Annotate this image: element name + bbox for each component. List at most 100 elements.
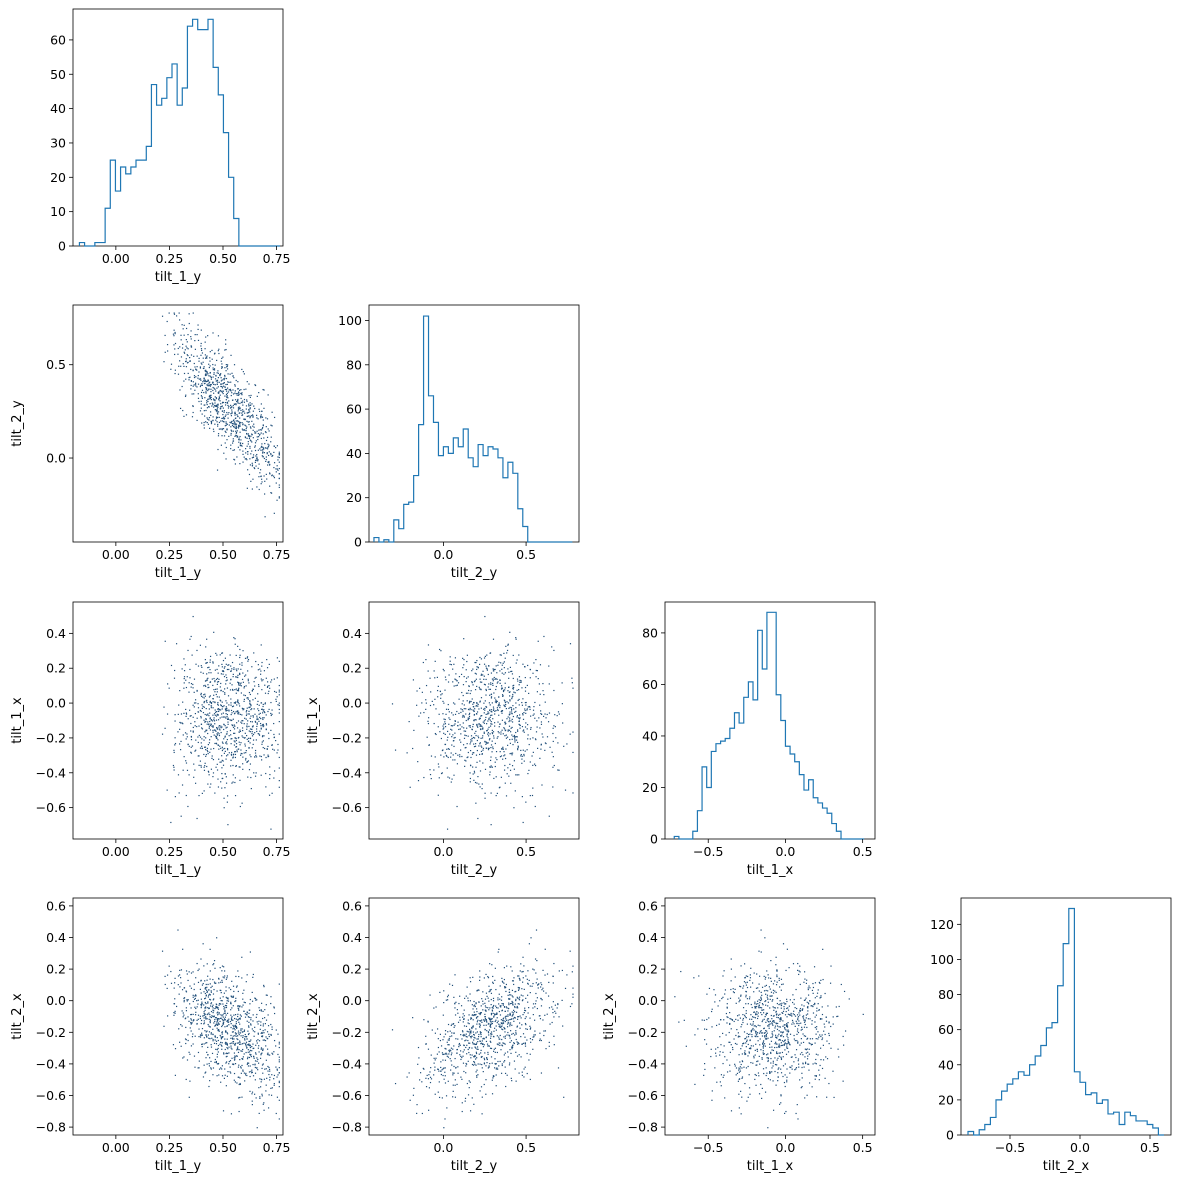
scatter-tilt-2-x-vs-tilt-1-y-point	[189, 1053, 191, 1055]
scatter-tilt-1-x-vs-tilt-2-y-point	[475, 713, 478, 715]
scatter-tilt-2-y-vs-tilt-1-y-point	[255, 458, 258, 460]
scatter-tilt-2-x-vs-tilt-1-y-point	[236, 1049, 238, 1051]
scatter-tilt-2-x-vs-tilt-1-y-point	[218, 1030, 220, 1032]
scatter-tilt-2-x-vs-tilt-1-y-point	[232, 995, 235, 997]
scatter-tilt-2-y-vs-tilt-1-y-point	[268, 430, 270, 432]
scatter-tilt-1-x-vs-tilt-2-y-point	[496, 737, 498, 739]
scatter-tilt-2-x-vs-tilt-1-y-point	[257, 1047, 259, 1049]
scatter-tilt-2-x-vs-tilt-2-y-point	[502, 1017, 505, 1019]
scatter-tilt-1-x-vs-tilt-2-y-point	[552, 756, 554, 758]
scatter-tilt-1-x-vs-tilt-1-y-point	[225, 683, 227, 685]
scatter-tilt-1-x-vs-tilt-2-y-point	[499, 705, 501, 707]
scatter-tilt-1-x-vs-tilt-1-y-point	[234, 781, 236, 784]
scatter-tilt-2-x-vs-tilt-2-y-point	[481, 1019, 483, 1021]
scatter-tilt-2-y-vs-tilt-1-y-point	[261, 428, 263, 430]
scatter-tilt-2-x-vs-tilt-1-y-point	[265, 1045, 267, 1047]
scatter-tilt-2-y-vs-tilt-1-y-point	[269, 473, 271, 475]
scatter-tilt-1-x-vs-tilt-1-y-point	[203, 706, 205, 708]
hist-tilt-1-x-bin	[734, 713, 739, 839]
scatter-tilt-2-y-vs-tilt-1-y-point	[208, 363, 210, 365]
hist-tilt-1-x-ytick-label: 60	[642, 677, 658, 692]
scatter-tilt-1-x-vs-tilt-2-y-point	[535, 676, 537, 678]
scatter-tilt-2-y-vs-tilt-1-y-point	[200, 379, 202, 381]
scatter-tilt-2-x-vs-tilt-1-y-point	[226, 1020, 228, 1022]
scatter-tilt-1-x-vs-tilt-1-y-point	[206, 661, 208, 664]
scatter-tilt-2-x-vs-tilt-1-y-point	[205, 994, 207, 996]
scatter-tilt-2-x-vs-tilt-1-y-point	[216, 1006, 218, 1008]
scatter-tilt-2-x-vs-tilt-1-y-point	[264, 1009, 266, 1011]
scatter-tilt-2-x-vs-tilt-1-y-point	[252, 1043, 254, 1045]
scatter-tilt-1-x-vs-tilt-1-y-point	[243, 685, 246, 688]
hist-tilt-2-y-bin	[424, 316, 429, 542]
scatter-tilt-2-y-vs-tilt-1-y-point	[264, 431, 267, 433]
scatter-tilt-1-x-vs-tilt-2-y-point	[532, 672, 534, 674]
scatter-tilt-1-x-vs-tilt-1-y-point	[256, 703, 258, 705]
scatter-tilt-1-x-vs-tilt-1-y-point	[225, 717, 227, 719]
scatter-tilt-1-x-vs-tilt-2-y-point	[484, 684, 486, 686]
scatter-tilt-1-x-vs-tilt-2-y-point	[452, 702, 455, 704]
scatter-tilt-2-x-vs-tilt-2-y-point	[439, 1033, 441, 1035]
scatter-tilt-2-x-vs-tilt-1-y-point	[232, 1063, 235, 1066]
scatter-tilt-2-x-vs-tilt-1-y-point	[226, 1033, 229, 1035]
scatter-tilt-1-x-vs-tilt-2-y-point	[514, 692, 516, 694]
scatter-tilt-1-x-vs-tilt-1-y-point	[179, 721, 181, 724]
scatter-tilt-2-x-vs-tilt-2-y-point	[493, 1015, 495, 1017]
scatter-tilt-1-x-vs-tilt-1-y-point	[262, 705, 264, 708]
scatter-tilt-2-x-vs-tilt-2-y-point	[499, 1005, 501, 1007]
scatter-tilt-2-x-vs-tilt-1-y-point	[223, 1053, 225, 1055]
scatter-tilt-1-x-vs-tilt-2-y-point	[447, 756, 449, 759]
scatter-tilt-2-x-vs-tilt-1-y-point	[217, 1019, 219, 1021]
scatter-tilt-2-x-vs-tilt-1-y-point	[189, 1080, 191, 1082]
scatter-tilt-2-y-vs-tilt-1-y-point	[190, 354, 193, 356]
scatter-tilt-2-y-vs-tilt-1-y-point	[204, 341, 206, 343]
scatter-tilt-1-x-vs-tilt-1-y-point	[192, 615, 194, 618]
scatter-tilt-1-x-vs-tilt-1-y-point	[260, 644, 262, 646]
scatter-tilt-2-x-vs-tilt-2-y-point	[489, 1062, 491, 1065]
scatter-tilt-1-x-vs-tilt-1-y-point	[222, 760, 224, 762]
scatter-tilt-2-y-vs-tilt-1-y-point	[235, 404, 237, 406]
hist-tilt-1-y-ytick-label: 40	[50, 101, 66, 116]
scatter-tilt-2-x-vs-tilt-1-y-point	[209, 978, 211, 980]
scatter-tilt-1-x-vs-tilt-1-y-point	[200, 710, 202, 712]
scatter-tilt-1-x-vs-tilt-1-y-point	[208, 742, 211, 744]
scatter-tilt-1-x-vs-tilt-2-y-point	[442, 713, 444, 715]
scatter-tilt-2-y-vs-tilt-1-y-point	[239, 435, 241, 438]
scatter-tilt-2-x-vs-tilt-1-y-point	[219, 1017, 222, 1019]
scatter-tilt-2-y-vs-tilt-1-y-point	[190, 338, 192, 340]
scatter-tilt-1-x-vs-tilt-2-y-point	[427, 720, 429, 722]
scatter-tilt-1-x-vs-tilt-1-y-point	[269, 766, 271, 768]
scatter-tilt-1-x-vs-tilt-1-y-point	[228, 668, 230, 671]
scatter-tilt-2-x-vs-tilt-1-y-point	[232, 1028, 234, 1030]
scatter-tilt-2-x-vs-tilt-1-y-point	[182, 1057, 184, 1059]
scatter-tilt-1-x-vs-tilt-1-y-point	[250, 708, 252, 711]
scatter-tilt-2-y-vs-tilt-1-y-point	[241, 394, 243, 396]
scatter-tilt-2-y-vs-tilt-1-y-point	[190, 330, 192, 332]
scatter-tilt-2-y-vs-tilt-1-y-point	[248, 437, 251, 440]
scatter-tilt-2-x-vs-tilt-1-y-point	[261, 1067, 263, 1070]
hist-tilt-1-y-bin	[177, 105, 182, 246]
scatter-tilt-2-x-vs-tilt-1-y-point	[244, 1080, 246, 1082]
scatter-tilt-2-y-vs-tilt-1-y-point	[262, 425, 264, 427]
scatter-tilt-2-y-vs-tilt-1-y-point	[265, 417, 267, 419]
scatter-tilt-1-x-vs-tilt-1-y-point	[225, 727, 227, 729]
scatter-tilt-2-x-vs-tilt-2-y-point	[516, 1043, 519, 1045]
scatter-tilt-2-x-vs-tilt-2-y-point	[490, 992, 493, 994]
scatter-tilt-2-x-vs-tilt-1-y-point	[204, 997, 207, 999]
hist-tilt-2-x-step	[967, 907, 1164, 1136]
scatter-tilt-1-x-vs-tilt-1-y-point	[264, 703, 266, 705]
scatter-tilt-1-x-vs-tilt-2-y-point	[436, 676, 438, 678]
scatter-tilt-2-x-vs-tilt-1-y-point	[256, 1057, 258, 1059]
scatter-tilt-1-x-vs-tilt-2-y-point	[507, 716, 509, 718]
scatter-tilt-2-y-vs-tilt-1-y-point	[226, 439, 228, 441]
scatter-tilt-1-x-vs-tilt-1-y-point	[198, 755, 200, 757]
scatter-tilt-1-x-vs-tilt-2-y-point	[485, 667, 488, 669]
scatter-tilt-2-x-vs-tilt-2-y-point	[467, 1060, 469, 1062]
scatter-tilt-2-y-vs-tilt-1-y-point	[250, 435, 252, 437]
scatter-tilt-2-x-vs-tilt-1-y-point	[206, 1013, 208, 1016]
scatter-tilt-2-x-vs-tilt-2-y-point	[544, 974, 546, 976]
scatter-tilt-1-x-vs-tilt-2-y-point	[555, 737, 557, 739]
scatter-tilt-2-y-vs-tilt-1-y-point	[205, 392, 207, 394]
scatter-tilt-1-x-vs-tilt-1-y-point	[225, 710, 227, 712]
scatter-tilt-2-y-vs-tilt-1-y-point	[256, 458, 258, 460]
scatter-tilt-1-x-vs-tilt-1-y-point	[248, 769, 251, 771]
